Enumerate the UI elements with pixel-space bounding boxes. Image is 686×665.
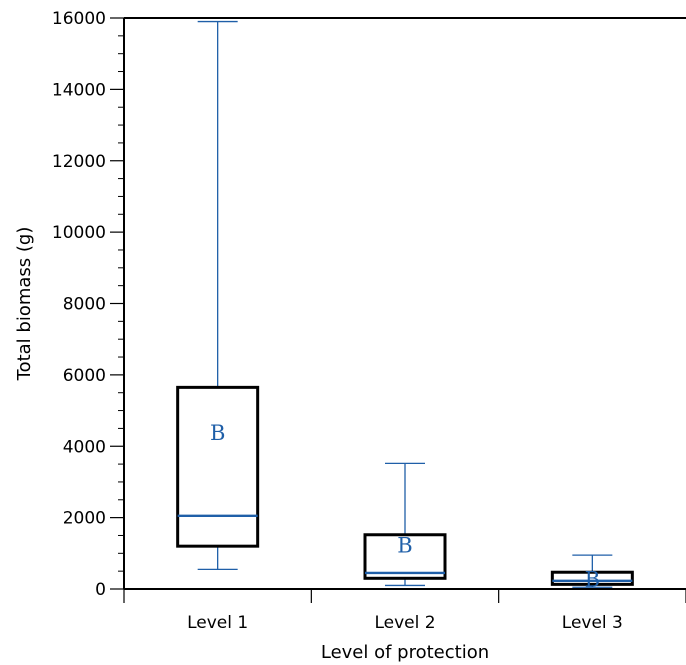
y-axis-ticks: 0 2000 4000 6000 8000 10000 12000 14000 16000 — [52, 9, 124, 600]
y-tick-label: 6000 — [63, 366, 106, 386]
y-tick-label: 8000 — [63, 295, 106, 315]
y-tick-label: 2000 — [63, 509, 106, 529]
x-axis-title: Level of protection — [321, 642, 489, 663]
iqr-box — [176, 385, 260, 548]
box-group: B — [176, 20, 260, 571]
box-group: B — [550, 554, 634, 591]
y-axis-title: Total biomass (g) — [14, 227, 35, 382]
group-letter: B — [210, 421, 225, 445]
x-tick-label: Level 3 — [562, 613, 623, 633]
box-group: B — [363, 462, 447, 587]
y-tick-label: 4000 — [63, 437, 106, 457]
y-tick-label: 10000 — [52, 223, 106, 243]
x-tick-label: Level 2 — [374, 613, 435, 633]
y-tick-label: 12000 — [52, 152, 106, 172]
x-axis-ticks: Level 1 Level 2 Level 3 — [123, 589, 686, 633]
group-letter: B — [397, 533, 412, 557]
y-tick-label: 16000 — [52, 9, 106, 29]
boxes-layer: B B B — [176, 20, 634, 591]
group-letter: B — [585, 567, 600, 591]
y-tick-label: 0 — [95, 580, 106, 600]
x-tick-label: Level 1 — [187, 613, 248, 633]
iqr-box — [363, 533, 447, 580]
y-tick-label: 14000 — [52, 80, 106, 100]
